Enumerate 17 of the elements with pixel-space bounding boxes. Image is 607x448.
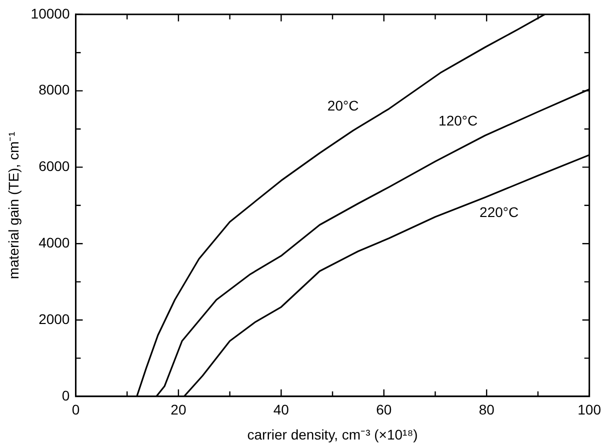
x-tick-label: 60 — [376, 402, 392, 418]
x-axis-title: carrier density, cm⁻³ (×10¹⁸) — [247, 426, 418, 442]
y-tick-label: 6000 — [38, 158, 70, 174]
series-label: 20°C — [327, 97, 359, 114]
y-tick-label: 8000 — [38, 82, 70, 98]
y-tick-label: 10000 — [30, 5, 70, 22]
y-tick-label: 2000 — [38, 310, 70, 327]
x-tick-label: 20 — [170, 402, 186, 418]
y-tick-label: 0 — [62, 387, 70, 404]
x-tick-label: 100 — [578, 402, 602, 418]
x-tick-label: 40 — [273, 402, 290, 418]
y-tick-label: 4000 — [38, 234, 70, 250]
y-axis-title: material gain (TE), cm⁻¹ — [5, 131, 22, 280]
x-tick-label: 0 — [72, 402, 80, 418]
series-label: 220°C — [480, 204, 519, 220]
x-tick-label: 80 — [478, 402, 495, 418]
series-label: 120°C — [438, 112, 478, 128]
